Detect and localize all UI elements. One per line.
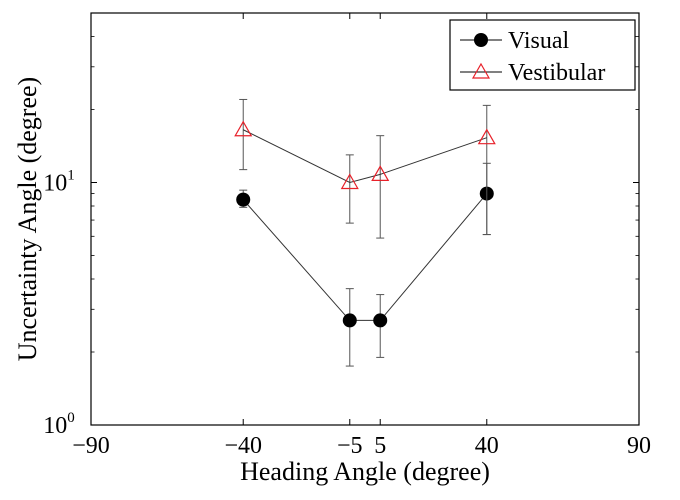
series-line [243,129,487,184]
x-tick-label: 90 [627,433,651,459]
series-line [242,193,488,321]
legend-vestibular-marker [471,62,491,79]
data-point [234,120,253,137]
x-tick-label: −5 [337,433,363,459]
data-point [477,128,496,145]
legend-visual-label: Visual [508,28,570,54]
x-tick-label: −40 [224,433,262,459]
series-vestibular [234,98,496,239]
data-point [371,165,390,181]
y-tick-label-exponent: 1 [67,168,75,184]
y-axis-label: Uncertainty Angle (degree) [13,77,42,361]
y-tick-label-base: 10 [43,171,67,197]
legend: Visual Vestibular [449,19,636,91]
y-tick-label-base: 10 [43,413,67,439]
x-axis-label: Heading Angle (degree) [240,457,490,486]
legend-vestibular-label: Vestibular [508,60,605,86]
data-point [236,192,251,207]
x-tick-label: −90 [72,433,110,459]
data-point [342,313,357,328]
series-layer [234,98,496,367]
y-tick-label-exponent: 0 [67,410,75,426]
y-tick-label: 100 [43,410,75,439]
x-tick-label: 5 [374,433,386,459]
legend-visual-marker [474,33,488,47]
y-tick-label: 101 [43,168,75,197]
x-tick-label: 40 [475,433,499,459]
data-point [340,173,359,190]
data-point [373,313,388,328]
